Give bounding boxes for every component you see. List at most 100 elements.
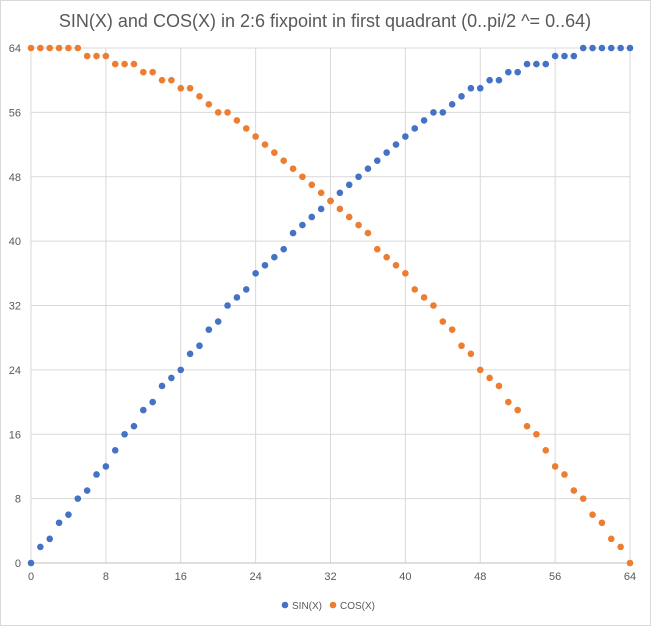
data-point xyxy=(83,52,91,60)
x-tick-label: 32 xyxy=(324,571,336,583)
legend-marker-cos xyxy=(329,601,337,609)
data-point xyxy=(102,52,110,60)
data-point xyxy=(242,125,250,132)
data-point xyxy=(140,406,147,414)
data-point xyxy=(65,511,72,519)
data-point xyxy=(607,44,615,52)
data-point xyxy=(121,430,128,438)
y-tick-label: 40 xyxy=(9,236,21,248)
data-point xyxy=(514,68,521,76)
data-point xyxy=(27,44,35,52)
data-point xyxy=(299,173,306,181)
data-point xyxy=(46,535,54,543)
data-point xyxy=(617,44,624,52)
data-point xyxy=(476,366,484,374)
data-series xyxy=(27,44,634,567)
data-point xyxy=(448,326,456,333)
data-point xyxy=(186,84,194,92)
data-point xyxy=(242,286,250,293)
data-point xyxy=(373,245,381,253)
data-point xyxy=(27,559,35,567)
y-tick-label: 48 xyxy=(9,172,21,184)
data-point xyxy=(196,342,203,350)
data-point xyxy=(579,44,587,52)
data-point xyxy=(542,447,550,454)
data-point xyxy=(271,253,278,261)
y-tick-label: 0 xyxy=(15,558,21,570)
data-point xyxy=(224,109,231,116)
data-point xyxy=(411,125,419,132)
x-tick-label: 40 xyxy=(399,571,411,583)
data-point xyxy=(430,302,437,309)
data-point xyxy=(158,382,166,390)
legend: SIN(X) COS(X) xyxy=(281,601,375,612)
data-point xyxy=(373,157,381,164)
data-point xyxy=(102,463,110,470)
x-tick-label: 16 xyxy=(175,571,187,583)
data-point xyxy=(93,52,100,60)
data-point xyxy=(233,294,241,301)
y-tick-label: 24 xyxy=(9,365,21,377)
data-point xyxy=(364,165,372,173)
data-point xyxy=(561,52,568,60)
data-point xyxy=(111,447,119,454)
data-point xyxy=(280,245,288,253)
data-point xyxy=(533,60,540,68)
x-tick-label: 8 xyxy=(103,571,109,583)
data-point xyxy=(439,318,447,325)
data-point xyxy=(83,487,91,494)
chart-title: SIN(X) and COS(X) in 2:6 fixpoint in fir… xyxy=(59,11,591,31)
x-tick-label: 64 xyxy=(624,571,636,583)
data-point xyxy=(495,382,503,390)
data-point xyxy=(505,68,512,76)
data-point xyxy=(168,374,175,382)
data-point xyxy=(177,84,185,92)
data-point xyxy=(252,133,259,140)
data-point xyxy=(121,60,128,68)
data-point xyxy=(355,221,362,229)
data-point xyxy=(561,471,568,478)
data-point xyxy=(392,141,400,148)
data-point xyxy=(364,229,372,237)
data-point xyxy=(523,60,531,68)
y-tick-label: 32 xyxy=(9,301,21,313)
x-tick-label: 24 xyxy=(250,571,262,583)
data-point xyxy=(261,141,269,148)
data-point xyxy=(140,68,147,76)
data-point xyxy=(589,44,596,52)
x-tick-label: 48 xyxy=(474,571,486,583)
data-point xyxy=(308,213,316,221)
data-point xyxy=(308,181,316,189)
data-point xyxy=(37,543,44,551)
data-point xyxy=(317,205,325,213)
data-point xyxy=(345,213,353,221)
data-point xyxy=(196,92,203,100)
legend-label-sin: SIN(X) xyxy=(292,601,322,612)
data-point xyxy=(430,109,437,116)
data-point xyxy=(626,44,634,52)
gridlines xyxy=(30,47,631,564)
data-point xyxy=(551,52,559,60)
data-point xyxy=(280,157,288,164)
data-point xyxy=(336,205,344,213)
data-point xyxy=(420,294,428,301)
data-point xyxy=(271,149,278,156)
data-point xyxy=(458,342,465,350)
data-point xyxy=(458,92,465,100)
data-point xyxy=(130,60,138,68)
data-point xyxy=(411,286,419,293)
data-point xyxy=(383,253,390,261)
data-point xyxy=(383,149,390,156)
data-point xyxy=(495,76,503,84)
data-point xyxy=(467,350,475,358)
data-point xyxy=(74,495,82,502)
data-point xyxy=(111,60,119,68)
axes: 0 8 16 24 32 40 48 56 64 0 8 16 24 32 40 48 56 64 xyxy=(9,43,636,583)
data-point xyxy=(317,189,325,197)
data-point xyxy=(65,44,72,52)
data-point xyxy=(626,559,634,567)
data-point xyxy=(74,44,82,52)
series-cos-x xyxy=(27,44,634,567)
data-point xyxy=(523,422,531,430)
